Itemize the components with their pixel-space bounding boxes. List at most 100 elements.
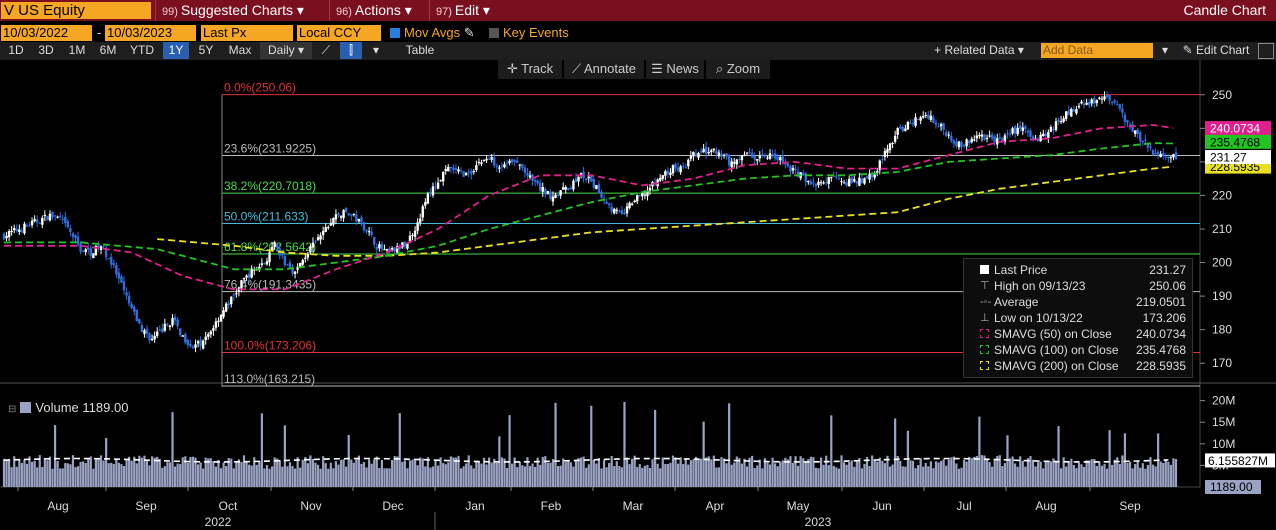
range-max-button[interactable]: Max (228, 43, 252, 57)
candle-body (1156, 151, 1160, 155)
table-button[interactable]: Table (405, 43, 435, 57)
candle-body (51, 211, 54, 218)
range-5y-button[interactable]: 5Y (198, 43, 214, 57)
price-field-select[interactable]: Last Px (201, 25, 293, 41)
volume-bar (143, 455, 146, 487)
add-data-dropdown-icon[interactable]: ▾ (1161, 43, 1169, 57)
currency-select[interactable]: Local CCY (297, 25, 381, 41)
volume-bar (697, 458, 700, 487)
volume-bar (299, 467, 302, 487)
sma50-line (4, 124, 1174, 291)
related-data-button[interactable]: + Related Data ▾ (934, 43, 1024, 57)
volume-bar (763, 458, 767, 487)
actions-menu[interactable]: 96) Actions ▾ (329, 0, 427, 21)
volume-bar (1136, 460, 1139, 487)
candle-body (260, 263, 264, 266)
volume-bar (1044, 461, 1047, 487)
volume-bar (1019, 456, 1022, 487)
maximize-icon[interactable] (1258, 43, 1274, 59)
range-1d-button[interactable]: 1D (8, 43, 24, 57)
volume-bar (705, 457, 708, 487)
volume-bar (355, 459, 358, 487)
volume-bar (1121, 455, 1124, 487)
volume-bar (102, 460, 105, 487)
candle-body (396, 246, 399, 253)
volume-bar (516, 467, 519, 487)
volume-bar (1047, 462, 1050, 487)
candle-chart-icon[interactable]: ⫿ (340, 42, 362, 59)
suggested-charts-menu[interactable]: 99) Suggested Charts ▾ (155, 0, 327, 21)
volume-bar (574, 460, 578, 487)
candle-body (934, 122, 938, 125)
annotate-tool-button[interactable]: ⟋ Annotate (564, 59, 644, 79)
range-1y-button[interactable]: 1Y (163, 42, 189, 59)
volume-bar (881, 460, 884, 487)
year-label: 2023 (805, 515, 832, 529)
checkbox-unchecked-icon (489, 28, 499, 38)
zoom-tool-button[interactable]: ⌕ Zoom (706, 59, 770, 79)
candle-body (1062, 118, 1065, 122)
edit-menu[interactable]: 97) Edit ▾ (429, 0, 501, 21)
volume-bar (786, 459, 789, 487)
range-3d-button[interactable]: 3D (38, 43, 54, 57)
crosshair-icon: ✛ (506, 61, 518, 76)
range-6m-button[interactable]: 6M (99, 43, 117, 57)
volume-bar (684, 458, 687, 487)
line-chart-icon[interactable]: ⟋ (321, 43, 331, 57)
candle-body (201, 340, 205, 349)
ticker-field[interactable]: V US Equity (1, 2, 151, 19)
volume-bar (176, 463, 179, 487)
candle-chart[interactable]: 0.0%(250.06) 23.6%(231.9225) 38.2%(220.701… (0, 60, 1276, 530)
candle-body (743, 154, 746, 156)
candle-body (413, 230, 417, 237)
period-select[interactable]: Daily ▾ (260, 42, 312, 59)
range-1m-button[interactable]: 1M (68, 43, 86, 57)
track-tool-button[interactable]: ✛ Track (498, 59, 562, 79)
legend-key: SMAVG (50) on Close (994, 327, 1112, 341)
volume-bar (271, 466, 274, 487)
pencil-icon[interactable]: ✎ (463, 25, 475, 40)
sma100-line (4, 142, 1174, 271)
pencil-icon: ✎ (1182, 43, 1193, 57)
add-data-input[interactable]: Add Data (1041, 43, 1153, 58)
candle-body (235, 293, 238, 295)
start-date-field[interactable]: 10/03/2022 (1, 25, 92, 41)
candle-body (906, 121, 910, 130)
volume-bar (878, 457, 881, 487)
volume-swatch (20, 402, 32, 413)
volume-bar (76, 466, 80, 487)
volume-bar (56, 461, 59, 487)
volume-bar (125, 460, 128, 487)
candle-body (681, 165, 685, 167)
volume-bar (567, 460, 570, 487)
fib-label: 61.8%(202.5642) (224, 240, 316, 254)
end-date-field[interactable]: 10/03/2023 (105, 25, 196, 41)
candle-body (482, 159, 486, 161)
volume-bar (1085, 460, 1088, 487)
candle-body (625, 206, 629, 214)
edit-chart-button[interactable]: ✎ Edit Chart (1182, 43, 1250, 57)
volume-legend: ⊟ Volume 1189.00 (8, 400, 129, 415)
volume-bar (888, 466, 892, 487)
volume-bar (562, 458, 565, 487)
key-events-toggle[interactable]: Key Events (489, 25, 569, 41)
low-marker-icon: ⊥ (980, 312, 990, 324)
candle-body (911, 122, 915, 125)
sma200-line (157, 165, 1174, 257)
volume-bar (526, 457, 529, 487)
candle-body (87, 247, 90, 250)
range-ytd-button[interactable]: YTD (130, 43, 154, 57)
news-tool-button[interactable]: ☰ News (646, 59, 704, 79)
collapse-icon[interactable]: ⊟ (8, 404, 17, 415)
volume-bar (311, 459, 315, 487)
candle-body (888, 143, 892, 151)
candle-body (309, 246, 312, 253)
mov-avgs-toggle[interactable]: Mov Avgs ✎ (390, 25, 475, 41)
volume-bar (753, 467, 756, 487)
chart-style-dropdown-icon[interactable]: ▾ (372, 43, 380, 57)
candle-body (939, 123, 943, 127)
volume-bar (327, 468, 330, 487)
candle-body (957, 141, 961, 148)
candle-body (1159, 153, 1162, 157)
volume-bar (779, 461, 782, 487)
